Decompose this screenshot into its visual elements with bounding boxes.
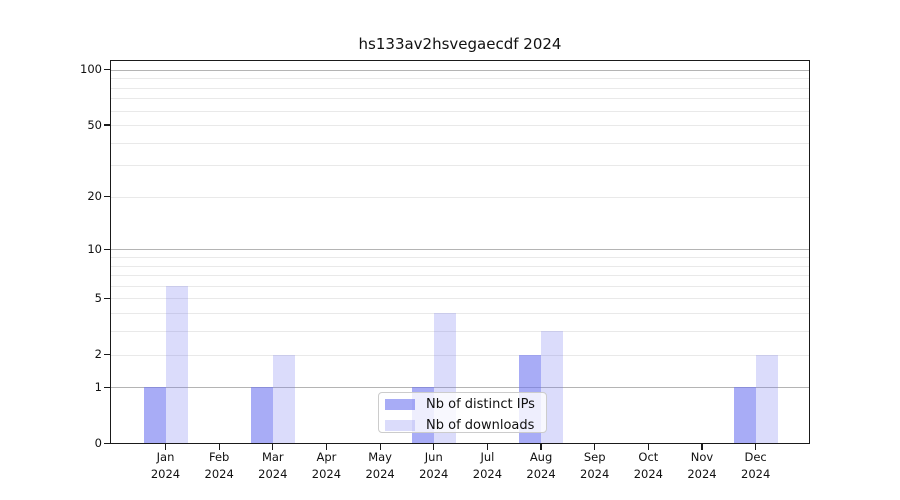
x-axis-tick-label: Sep 2024 [565, 449, 625, 482]
y-tick-mark [104, 196, 110, 198]
y-tick-mark [104, 297, 110, 299]
bar-distinct-ips [143, 387, 166, 443]
x-axis-tick-label: Oct 2024 [618, 449, 678, 482]
x-tick-mark [218, 444, 220, 450]
x-axis-tick-label: May 2024 [350, 449, 410, 482]
y-axis-tick-label: 5 [94, 290, 102, 305]
x-tick-mark [433, 444, 435, 450]
y-axis-tick-label: 20 [87, 189, 102, 204]
gridline-major [111, 387, 809, 389]
x-tick-year: 2024 [580, 466, 610, 481]
y-tick-mark [104, 69, 110, 71]
x-tick-year: 2024 [150, 466, 181, 481]
legend-row-downloads: Nb of downloads [379, 417, 546, 434]
x-tick-mark [701, 444, 703, 450]
bar-downloads [272, 354, 295, 443]
x-tick-mark [379, 444, 381, 450]
x-axis-tick-label: Aug 2024 [511, 449, 571, 482]
x-axis-tick-label: Apr 2024 [296, 449, 356, 482]
x-tick-month: Jun [424, 450, 443, 464]
legend-label-distinct-ips: Nb of distinct IPs [426, 397, 535, 412]
y-axis-tick-label: 2 [94, 347, 102, 361]
y-tick-mark [104, 353, 110, 356]
legend-row-distinct-ips: Nb of distinct IPs [379, 396, 546, 413]
x-tick-month: Apr [316, 450, 337, 464]
x-tick-month: Aug [529, 450, 553, 464]
x-tick-mark [755, 444, 757, 450]
plot-area [110, 60, 810, 444]
x-tick-mark [272, 444, 274, 450]
y-tick-mark [104, 124, 110, 126]
legend-swatch-downloads [385, 420, 415, 431]
x-tick-year: 2024 [633, 466, 663, 481]
x-tick-year: 2024 [419, 466, 449, 481]
x-tick-year: 2024 [258, 466, 288, 481]
gridline-minor [111, 354, 809, 356]
gridline-minor [111, 87, 809, 89]
gridline-minor [111, 275, 809, 277]
x-tick-year: 2024 [741, 466, 771, 481]
x-tick-mark [594, 444, 596, 450]
x-axis-tick-label: Jan 2024 [136, 449, 196, 482]
x-tick-month: May [368, 450, 392, 464]
gridline-minor [111, 196, 809, 198]
gridline-minor [111, 78, 809, 80]
x-tick-year: 2024 [687, 466, 717, 481]
x-axis-tick-label: Nov 2024 [672, 449, 732, 482]
gridline-minor [111, 265, 809, 267]
x-tick-year: 2024 [204, 466, 234, 481]
x-tick-year: 2024 [311, 466, 342, 481]
x-tick-month: Feb [208, 450, 230, 464]
legend: Nb of distinct IPs Nb of downloads [378, 392, 547, 433]
x-tick-year: 2024 [526, 466, 556, 481]
y-tick-mark [104, 386, 110, 388]
chart-title: hs133av2hsvegaecdf 2024 [358, 35, 562, 53]
gridline-minor [111, 298, 809, 300]
bar-distinct-ips [733, 387, 756, 443]
y-axis-tick-label: 0 [94, 436, 102, 450]
gridline-minor [111, 256, 809, 258]
x-tick-month: Sep [583, 450, 606, 464]
x-tick-mark [164, 444, 167, 450]
bar-downloads [165, 285, 188, 443]
gridline-major [111, 69, 809, 71]
bar-distinct-ips [250, 387, 273, 443]
gridline-major [111, 249, 809, 251]
y-axis-tick-label: 50 [87, 117, 102, 132]
gridline-minor [111, 331, 809, 333]
y-tick-mark [104, 442, 110, 445]
legend-label-downloads: Nb of downloads [426, 418, 535, 433]
x-axis-tick-label: Jun 2024 [404, 449, 464, 482]
gridline-minor [111, 285, 809, 287]
gridline-minor [111, 313, 809, 315]
x-tick-mark [325, 444, 328, 450]
x-tick-month: Jul [480, 450, 495, 464]
x-tick-month: Nov [690, 450, 714, 464]
y-tick-mark [104, 248, 110, 250]
x-axis-tick-label: Feb 2024 [189, 449, 249, 482]
gridline-minor [111, 165, 809, 167]
gridline-minor [111, 125, 809, 127]
x-tick-year: 2024 [472, 466, 503, 481]
x-tick-month: Oct [638, 450, 659, 464]
bar-downloads [755, 354, 778, 443]
x-tick-mark [540, 444, 542, 450]
x-tick-month: Mar [261, 450, 284, 464]
gridline-minor [111, 98, 809, 100]
gridline-minor [111, 142, 809, 144]
x-tick-month: Jan [156, 450, 175, 464]
x-tick-mark [486, 444, 488, 450]
y-axis-tick-label: 100 [80, 62, 102, 77]
y-axis-tick-label: 10 [87, 241, 102, 256]
y-axis-tick-label: 1 [94, 379, 102, 394]
x-tick-year: 2024 [365, 466, 395, 481]
x-tick-month: Dec [744, 450, 767, 464]
x-tick-mark [647, 444, 649, 450]
x-axis-tick-label: Jul 2024 [457, 449, 517, 482]
x-axis-tick-label: Mar 2024 [243, 449, 303, 482]
legend-swatch-distinct-ips [385, 399, 415, 410]
gridline-minor [111, 110, 809, 112]
x-axis-tick-label: Dec 2024 [726, 449, 786, 482]
